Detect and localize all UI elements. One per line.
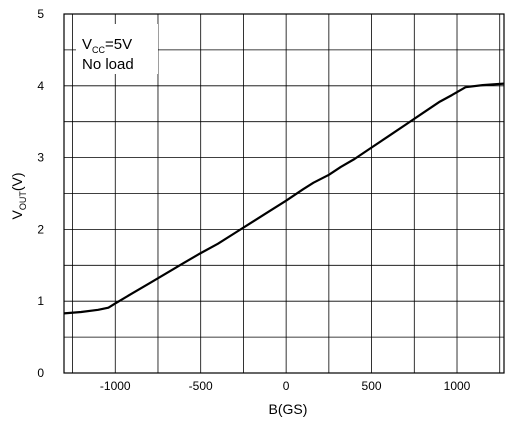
annotation-vcc-suffix: =5V bbox=[105, 36, 132, 53]
grid bbox=[64, 14, 504, 373]
x-tick-label: 0 bbox=[283, 379, 290, 393]
series-line-vout bbox=[63, 82, 505, 315]
x-tick-label: 1000 bbox=[444, 379, 471, 393]
y-axis-label: VOUT(V) bbox=[9, 172, 28, 219]
plot-frame bbox=[63, 13, 505, 374]
x-tick-label: -500 bbox=[189, 379, 213, 393]
y-tick-labels: 0 1 2 3 4 5 bbox=[37, 7, 44, 380]
y-tick-label: 4 bbox=[37, 79, 44, 93]
y-axis-label-main: V bbox=[9, 210, 25, 220]
y-tick-label: 3 bbox=[37, 151, 44, 165]
x-tick-label: -1000 bbox=[100, 379, 131, 393]
y-tick-label: 1 bbox=[37, 294, 44, 308]
annotation-vcc-sub: CC bbox=[92, 45, 105, 55]
annotation-line1: VCC=5V bbox=[82, 36, 132, 55]
y-tick-label: 0 bbox=[37, 366, 44, 380]
y-axis-label-suffix: (V) bbox=[9, 172, 25, 191]
x-tick-label: 500 bbox=[362, 379, 382, 393]
y-tick-label: 5 bbox=[37, 7, 44, 21]
y-axis-label-sub: OUT bbox=[18, 191, 28, 211]
annotation-vcc-main: V bbox=[82, 36, 92, 53]
annotation-line2: No load bbox=[82, 56, 134, 73]
y-tick-label: 2 bbox=[37, 222, 44, 236]
x-axis-label: B(GS) bbox=[269, 401, 308, 417]
x-tick-labels: -1000 -500 0 500 1000 bbox=[100, 379, 471, 393]
annotation-box bbox=[76, 24, 158, 74]
